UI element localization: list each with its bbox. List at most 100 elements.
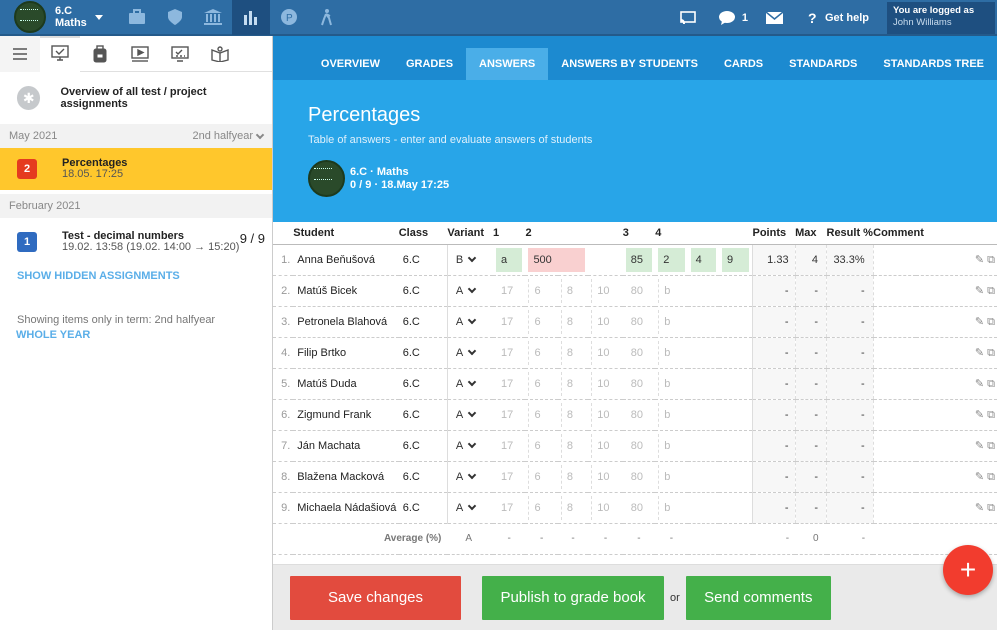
edit-icon[interactable]: ✎: [974, 377, 985, 390]
answer-cell[interactable]: [722, 434, 749, 458]
variant-select[interactable]: A: [446, 368, 493, 400]
variant-select[interactable]: A: [446, 306, 493, 338]
answer-cell[interactable]: 17: [501, 501, 514, 514]
institution-icon[interactable]: [194, 0, 232, 35]
answer-cell[interactable]: [722, 403, 749, 427]
answer-cell[interactable]: 10: [591, 433, 619, 458]
book-icon[interactable]: [200, 36, 240, 72]
answer-cell[interactable]: b: [658, 371, 684, 396]
answer-cell[interactable]: 6: [528, 402, 554, 427]
comment-field[interactable]: ✎ ⧉: [872, 399, 997, 431]
answer-cell[interactable]: 17: [501, 346, 514, 359]
answer-cell[interactable]: b: [658, 278, 684, 303]
briefcase-icon[interactable]: [118, 0, 156, 35]
messages-button[interactable]: 1: [718, 10, 748, 26]
answer-cell[interactable]: 17: [501, 408, 514, 421]
answer-cell[interactable]: 80: [630, 346, 643, 359]
show-hidden-link[interactable]: SHOW HIDDEN ASSIGNMENTS: [17, 270, 180, 282]
answer-cell[interactable]: 8: [560, 340, 585, 365]
answer-cell[interactable]: [691, 465, 716, 489]
save-button[interactable]: Save changes: [290, 575, 461, 620]
cast-icon[interactable]: [680, 11, 701, 25]
answer-cell[interactable]: b: [658, 402, 684, 427]
comment-field[interactable]: ✎ ⧉: [872, 492, 997, 524]
answer-cell[interactable]: 80: [630, 377, 643, 390]
bar-chart-icon[interactable]: [232, 0, 270, 35]
answer-cell[interactable]: [691, 279, 716, 303]
answer-cell[interactable]: 8: [560, 278, 585, 303]
answer-cell[interactable]: 10: [591, 371, 619, 396]
answer-cell[interactable]: 10: [591, 278, 619, 303]
answer-cell[interactable]: 8: [560, 402, 585, 427]
answer-cell[interactable]: [691, 496, 716, 520]
paperclip-icon[interactable]: ⧉: [987, 284, 995, 297]
answer-cell[interactable]: [722, 341, 749, 365]
edit-icon[interactable]: ✎: [974, 439, 985, 452]
edit-icon[interactable]: ✎: [974, 253, 985, 266]
answer-cell[interactable]: 4: [690, 247, 717, 272]
tab-cards[interactable]: CARDS: [723, 58, 764, 70]
answer-cell[interactable]: 80: [630, 315, 643, 328]
answer-cell[interactable]: 6: [528, 309, 554, 334]
answer-cell[interactable]: 6: [528, 278, 554, 303]
edit-icon[interactable]: ✎: [974, 284, 985, 297]
answer-cell[interactable]: 6: [528, 495, 554, 520]
answer-cell[interactable]: b: [658, 309, 684, 334]
user-menu[interactable]: You are logged as John Williams: [887, 2, 995, 34]
pinterest-icon[interactable]: P: [270, 0, 308, 35]
comment-field[interactable]: ✎ ⧉: [872, 275, 997, 307]
tab-grades[interactable]: GRADES: [405, 58, 454, 70]
answer-cell[interactable]: [691, 310, 716, 334]
answer-cell[interactable]: b: [658, 464, 684, 489]
paperclip-icon[interactable]: ⧉: [987, 315, 995, 328]
answer-cell[interactable]: 6: [528, 433, 554, 458]
paperclip-icon[interactable]: ⧉: [987, 439, 995, 452]
answer-cell[interactable]: 8: [560, 309, 585, 334]
variant-select[interactable]: A: [446, 430, 493, 462]
variant-select[interactable]: A: [446, 399, 493, 431]
answer-cell[interactable]: [691, 341, 716, 365]
answer-cell[interactable]: 17: [501, 315, 514, 328]
answer-cell[interactable]: 17: [501, 284, 514, 297]
comment-field[interactable]: ✎ ⧉: [872, 430, 997, 462]
tab-standards[interactable]: STANDARDS: [789, 58, 858, 70]
edit-icon[interactable]: ✎: [974, 408, 985, 421]
answer-cell[interactable]: [722, 496, 749, 520]
paperclip-icon[interactable]: ⧉: [987, 377, 995, 390]
send-comments-button[interactable]: Send comments: [685, 575, 831, 620]
answer-cell[interactable]: a: [496, 247, 523, 272]
tab-answers[interactable]: ANSWERS: [466, 48, 549, 80]
assignment-item[interactable]: 1 Test - decimal numbers 19.02. 13:58 (1…: [0, 218, 272, 266]
tab-answers-by-students[interactable]: ANSWERS BY STUDENTS: [561, 58, 698, 70]
edit-icon[interactable]: ✎: [974, 470, 985, 483]
variant-select[interactable]: B: [446, 244, 493, 276]
comment-field[interactable]: ✎ ⧉: [872, 244, 997, 276]
tab-overview[interactable]: OVERVIEW: [320, 58, 380, 70]
answer-cell[interactable]: 6: [528, 371, 554, 396]
whole-year-link[interactable]: WHOLE YEAR: [16, 329, 91, 341]
test-screen-icon[interactable]: [160, 36, 200, 72]
comment-field[interactable]: ✎ ⧉: [872, 368, 997, 400]
answer-cell[interactable]: [722, 279, 749, 303]
answer-cell[interactable]: 80: [630, 470, 643, 483]
shield-icon[interactable]: [156, 0, 194, 35]
answer-cell[interactable]: b: [658, 340, 684, 365]
answer-cell[interactable]: 6: [528, 464, 554, 489]
answer-cell[interactable]: b: [658, 433, 684, 458]
publish-button[interactable]: Publish to grade book: [482, 575, 664, 620]
variant-select[interactable]: A: [446, 337, 493, 369]
variant-select[interactable]: A: [446, 492, 493, 524]
class-switcher[interactable]: 6.C Maths: [0, 0, 118, 35]
answer-cell[interactable]: 10: [591, 402, 619, 427]
mail-icon[interactable]: [765, 12, 788, 24]
answer-cell[interactable]: 10: [591, 309, 619, 334]
comment-field[interactable]: ✎ ⧉: [872, 306, 997, 338]
term-selector[interactable]: 2nd halfyear: [192, 130, 265, 142]
answer-cell[interactable]: [691, 403, 716, 427]
answer-cell[interactable]: [722, 310, 749, 334]
paperclip-icon[interactable]: ⧉: [987, 408, 995, 421]
answer-cell[interactable]: 80: [630, 439, 643, 452]
add-button[interactable]: +: [943, 545, 993, 595]
answer-cell[interactable]: 80: [630, 408, 643, 421]
answer-cell[interactable]: [722, 465, 749, 489]
